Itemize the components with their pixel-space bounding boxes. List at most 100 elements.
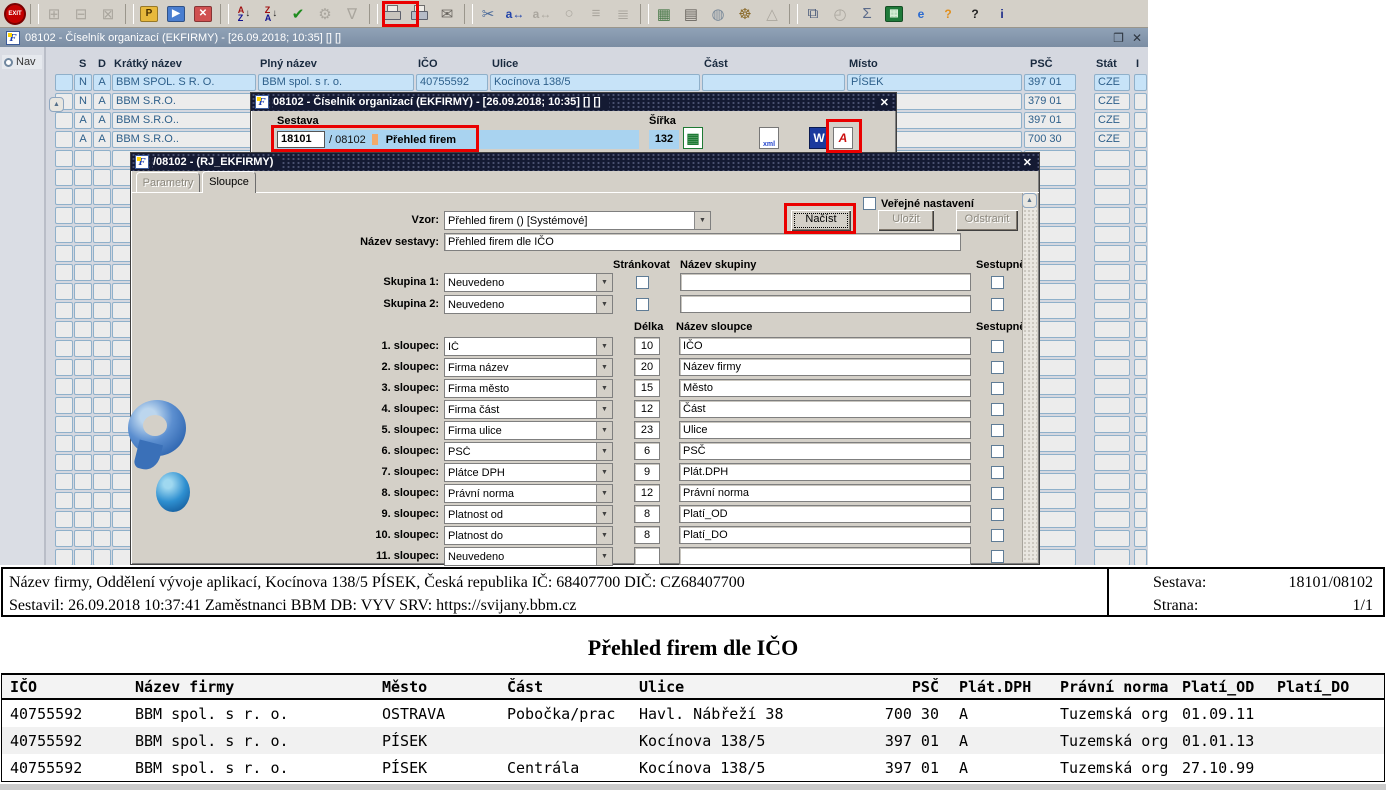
table-cell[interactable]: 700 30 xyxy=(1024,131,1076,148)
exit-button[interactable]: EXIT xyxy=(4,2,26,25)
ulozit-button[interactable]: Uložit xyxy=(878,210,934,231)
excel-icon[interactable]: ▦ xyxy=(881,1,907,27)
table-cell[interactable] xyxy=(93,302,111,319)
table-cell[interactable] xyxy=(55,245,73,262)
calc-icon[interactable]: ◴ xyxy=(833,5,847,23)
table-cell[interactable] xyxy=(74,169,92,186)
chevron-down-icon[interactable]: ▼ xyxy=(596,485,612,502)
table-cell[interactable] xyxy=(1134,340,1147,357)
close-icon[interactable]: ✕ xyxy=(876,95,892,109)
search-doc-icon[interactable]: ○ xyxy=(564,5,574,22)
table-cell[interactable] xyxy=(93,359,111,376)
table-cell[interactable] xyxy=(93,226,111,243)
nazev-sloupce-input[interactable]: Právní norma xyxy=(679,484,971,502)
table-cell[interactable] xyxy=(1094,188,1130,205)
table-cell[interactable] xyxy=(93,511,111,528)
table-cell[interactable]: A xyxy=(93,112,111,129)
table-cell[interactable] xyxy=(74,264,92,281)
chevron-down-icon[interactable]: ▼ xyxy=(596,422,612,439)
table-cell[interactable] xyxy=(55,169,73,186)
table-cell[interactable] xyxy=(74,492,92,509)
table-cell[interactable] xyxy=(1134,283,1147,300)
table-cell[interactable] xyxy=(74,321,92,338)
table-cell[interactable] xyxy=(74,207,92,224)
browser-icon[interactable]: e xyxy=(917,6,925,21)
table-cell[interactable] xyxy=(93,530,111,547)
table-cell[interactable] xyxy=(1094,245,1130,262)
sloupec-combo[interactable]: Právní norma ▼ xyxy=(444,484,613,503)
word-export-icon[interactable]: W xyxy=(809,127,829,149)
record-back-icon[interactable]: ⊟ xyxy=(74,5,88,23)
sestupne-checkbox[interactable] xyxy=(991,276,1004,289)
print-icon[interactable] xyxy=(380,1,406,27)
table-cell[interactable]: A xyxy=(93,93,111,110)
doc-check-icon[interactable]: ▤ xyxy=(683,5,699,23)
table-cell[interactable] xyxy=(55,264,73,281)
restore-button[interactable]: ❐ xyxy=(1113,30,1124,45)
table-cell[interactable] xyxy=(93,435,111,452)
table-cell[interactable] xyxy=(55,112,73,129)
table-cell[interactable] xyxy=(74,454,92,471)
sestupne-checkbox[interactable] xyxy=(991,298,1004,311)
table-cell[interactable] xyxy=(93,264,111,281)
print-report-icon[interactable] xyxy=(407,1,433,27)
table-cell[interactable] xyxy=(1094,359,1130,376)
table-cell[interactable] xyxy=(1094,264,1130,281)
table-cell[interactable] xyxy=(74,549,92,565)
chevron-down-icon[interactable]: ▼ xyxy=(596,401,612,418)
close-button[interactable]: ✕ xyxy=(1131,30,1142,45)
table-cell[interactable] xyxy=(1094,378,1130,395)
nazev-sloupce-input[interactable]: Část xyxy=(679,400,971,418)
table-cell[interactable] xyxy=(1094,283,1130,300)
table-cell[interactable] xyxy=(74,226,92,243)
table-cell[interactable] xyxy=(1094,397,1130,414)
table-cell[interactable]: BBM SPOL. S R. O. xyxy=(112,74,256,91)
save-run-icon[interactable]: ▶ xyxy=(163,1,189,27)
table-cell[interactable] xyxy=(1094,302,1130,319)
table-cell[interactable] xyxy=(93,473,111,490)
table-cell[interactable]: BBM spol. s r. o. xyxy=(258,74,414,91)
tab-sloupce[interactable]: Sloupce xyxy=(202,171,256,193)
wheel-icon[interactable]: ☸ xyxy=(738,5,752,23)
sestupne-checkbox[interactable] xyxy=(991,382,1004,395)
table-cell[interactable] xyxy=(74,397,92,414)
table-cell[interactable] xyxy=(1094,207,1130,224)
help-context-icon[interactable]: ? xyxy=(944,6,952,21)
chevron-down-icon[interactable]: ▼ xyxy=(596,464,612,481)
sestupne-checkbox[interactable] xyxy=(991,424,1004,437)
sloupec-combo[interactable]: Firma ulice ▼ xyxy=(444,421,613,440)
table-cell[interactable] xyxy=(1094,321,1130,338)
table-cell[interactable] xyxy=(93,492,111,509)
table-cell[interactable] xyxy=(93,188,111,205)
delka-input[interactable]: 8 xyxy=(634,505,660,523)
preview-icon[interactable]: ⧉ xyxy=(807,5,819,22)
delka-input[interactable]: 6 xyxy=(634,442,660,460)
table-cell[interactable] xyxy=(93,150,111,167)
table-cell[interactable] xyxy=(74,530,92,547)
sirka-value[interactable]: 132 xyxy=(649,130,679,149)
table-cell[interactable]: A xyxy=(93,74,111,91)
table-cell[interactable] xyxy=(1094,150,1130,167)
tree-icon[interactable]: ≣ xyxy=(616,5,630,23)
sloupec-combo[interactable]: Platnost od ▼ xyxy=(444,505,613,524)
table-cell[interactable] xyxy=(1134,131,1147,148)
table-cell[interactable]: A xyxy=(93,131,111,148)
table-cell[interactable] xyxy=(93,207,111,224)
xml-export-icon[interactable]: xml xyxy=(759,127,779,149)
table-cell[interactable] xyxy=(55,473,73,490)
table-cell[interactable]: BBM S.R.O. xyxy=(112,93,256,110)
table-cell[interactable] xyxy=(55,207,73,224)
table-cell[interactable] xyxy=(1094,435,1130,452)
table-cell[interactable] xyxy=(55,131,73,148)
verejne-nastaveni-checkbox[interactable] xyxy=(863,197,876,210)
outline-icon[interactable]: ≡ xyxy=(591,5,601,22)
nazev-sloupce-input[interactable]: IČO xyxy=(679,337,971,355)
table-cell[interactable]: 40755592 xyxy=(416,74,488,91)
table-cell[interactable] xyxy=(93,340,111,357)
delka-input[interactable]: 23 xyxy=(634,421,660,439)
table-cell[interactable] xyxy=(55,321,73,338)
delka-input[interactable]: 10 xyxy=(634,337,660,355)
table-cell[interactable] xyxy=(1094,473,1130,490)
delka-input[interactable]: 12 xyxy=(634,484,660,502)
table-cell[interactable] xyxy=(55,378,73,395)
